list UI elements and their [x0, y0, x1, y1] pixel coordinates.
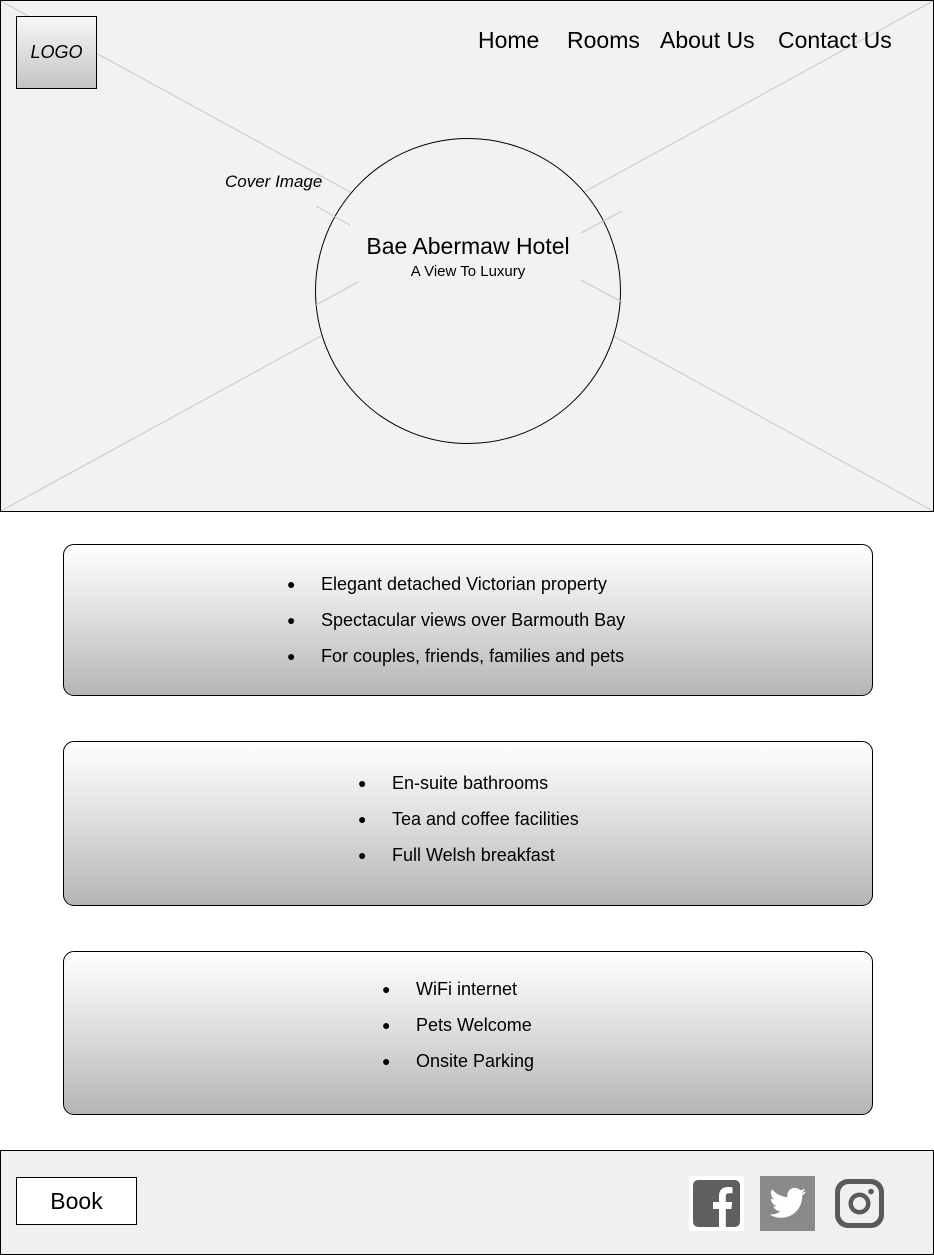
feature-list: ● Elegant detached Victorian property ● Sp… — [287, 566, 625, 674]
list-item: ● Tea and coffee facilities — [358, 809, 579, 829]
list-item: ● Full Welsh breakfast — [358, 845, 555, 865]
list-item: ● Onsite Parking — [382, 1051, 535, 1071]
nav-about-us[interactable]: About Us — [660, 27, 755, 53]
instagram-icon[interactable] — [832, 1176, 887, 1231]
feature-panel-rooms: ● En-suite bathrooms ● Tea and coffee faci… — [63, 741, 873, 906]
list-item: ● En-suite bathrooms — [358, 773, 549, 793]
feature-list: ● WiFi internet ● Pets Welcome ● Onsite Par… — [382, 971, 534, 1079]
feature-panel-property: ● Elegant detached Victorian property ● Sp… — [63, 544, 873, 696]
logo-label: LOGO — [30, 42, 83, 62]
nav-contact-us[interactable]: Contact Us — [778, 27, 892, 53]
list-item: ● Spectacular views over Barmouth Bay — [287, 610, 626, 630]
circle-cross-segments — [316, 205, 622, 306]
cover-image-label: Cover Image — [225, 172, 323, 191]
feature-list: ● En-suite bathrooms ● Tea and coffee faci… — [358, 765, 579, 873]
main-nav: Home Rooms About Us Contact Us — [1, 27, 933, 57]
list-item: ● Pets Welcome — [382, 1015, 532, 1035]
facebook-icon[interactable] — [689, 1176, 744, 1231]
footer: Book — [0, 1150, 934, 1255]
list-item: ● Elegant detached Victorian property — [287, 574, 607, 594]
nav-home[interactable]: Home — [478, 27, 540, 53]
hotel-title: Bae Abermaw Hotel — [366, 233, 570, 259]
list-item: ● WiFi internet — [382, 979, 518, 999]
feature-panel-amenities: ● WiFi internet ● Pets Welcome ● Onsite Par… — [63, 951, 873, 1115]
cover-image: LOGO Cover Image Bae Abermaw Hotel A Vie… — [0, 0, 934, 512]
twitter-icon[interactable] — [760, 1176, 815, 1231]
logo[interactable]: LOGO — [16, 16, 97, 89]
book-button[interactable]: Book — [16, 1177, 137, 1225]
nav-rooms[interactable]: Rooms — [567, 27, 640, 53]
hero-circle — [315, 138, 622, 444]
hotel-subtitle: A View To Luxury — [410, 263, 526, 280]
list-item: ● For couples, friends, families and pets — [287, 646, 625, 666]
